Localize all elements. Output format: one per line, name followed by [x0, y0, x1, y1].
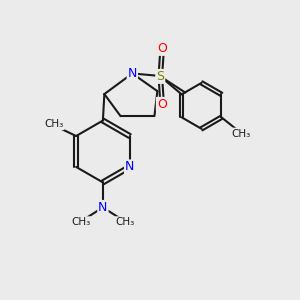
Text: N: N: [125, 160, 134, 173]
Text: N: N: [128, 67, 137, 80]
Text: CH₃: CH₃: [231, 128, 250, 139]
Text: CH₃: CH₃: [44, 119, 64, 129]
Text: O: O: [157, 42, 167, 55]
Text: N: N: [98, 201, 108, 214]
Text: CH₃: CH₃: [71, 217, 90, 227]
Text: S: S: [156, 70, 164, 83]
Text: CH₃: CH₃: [115, 217, 135, 227]
Text: O: O: [157, 98, 167, 111]
